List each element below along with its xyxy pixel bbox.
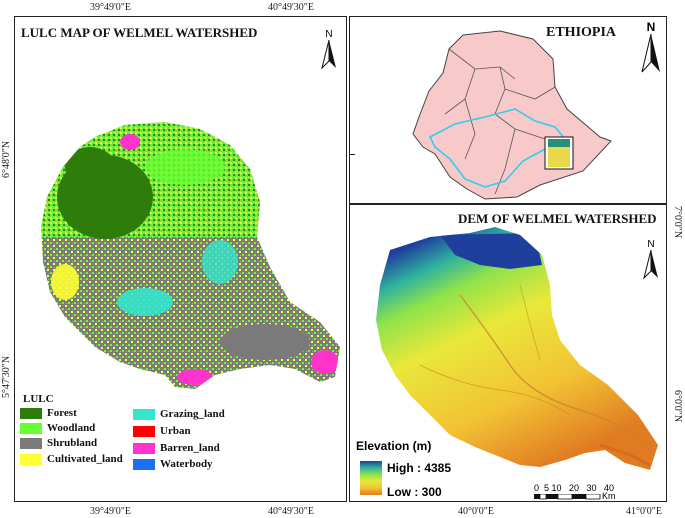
legend-label: Grazing_land: [160, 408, 225, 420]
legend-item-shrubland: Shrubland: [20, 437, 97, 449]
lulc-left-coord-2: 5°47'30"N: [1, 355, 12, 398]
legend-label: Barren_land: [160, 442, 220, 454]
scale-bar: [534, 494, 601, 500]
cultivated-land-swatch: [20, 453, 42, 465]
dem-map-image: [376, 227, 658, 470]
legend-label: Waterbody: [160, 458, 213, 470]
ethiopia-inset-panel: ETHIOPIA N: [349, 16, 667, 204]
grazing-land-swatch: [133, 408, 155, 420]
lulc-title: LULC MAP OF WELMEL WATERSHED: [21, 25, 258, 40]
forest-swatch: [20, 407, 42, 419]
elevation-color-ramp: [360, 461, 382, 495]
elevation-low-label: Low : 300: [387, 485, 442, 499]
lulc-bottom-coord-1: 39°49'0"E: [90, 506, 131, 517]
urban-swatch: [133, 425, 155, 437]
dem-bottom-coord-1: 40°0'0"E: [458, 506, 494, 517]
legend-item-forest: Forest: [20, 407, 77, 419]
legend-label: Cultivated_land: [47, 453, 123, 465]
dem-north-label: N: [647, 239, 655, 250]
ethiopia-north-label: N: [646, 20, 656, 34]
lulc-map-image: [41, 122, 340, 389]
lulc-north-arrow-icon: N: [320, 29, 338, 71]
elevation-high-label: High : 4385: [387, 461, 452, 475]
scale-unit: Km: [602, 491, 616, 501]
elevation-legend-title: Elevation (m): [356, 439, 432, 453]
legend-item-urban: Urban: [133, 425, 191, 437]
dem-north-arrow-icon: N: [642, 239, 660, 283]
legend-item-woodland: Woodland: [20, 422, 95, 434]
legend-label: Forest: [47, 407, 77, 419]
legend-item-barren-land: Barren_land: [133, 442, 220, 454]
lulc-left-coord-1: 6°48'0"N: [1, 140, 12, 178]
lulc-top-coord-1: 39°49'0"E: [90, 2, 131, 13]
dem-right-coord-1: 7°0'0"N: [672, 206, 683, 239]
lulc-legend-title: LULC: [23, 393, 54, 405]
dem-right-coord-2: 6°0'0"N: [672, 390, 683, 423]
lulc-top-coord-2: 40°49'30"E: [268, 2, 314, 13]
lulc-north-label: N: [325, 29, 333, 40]
legend-label: Urban: [160, 425, 191, 437]
woodland-swatch: [20, 422, 42, 434]
lulc-map-panel: LULC MAP OF WELMEL WATERSHED N: [14, 16, 347, 502]
legend-label: Shrubland: [47, 437, 98, 449]
ethiopia-title: ETHIOPIA: [546, 25, 617, 40]
ethiopia-north-arrow-icon: N: [640, 20, 662, 76]
barren-land-swatch: [133, 442, 155, 454]
ethiopia-map-image: [412, 30, 612, 200]
lulc-bottom-coord-2: 40°49'30"E: [268, 506, 314, 517]
dem-bottom-coord-2: 41°0'0"E: [626, 506, 662, 517]
dem-title: DEM OF WELMEL WATERSHED: [458, 211, 657, 226]
ethiopia-tick: [350, 154, 355, 155]
waterbody-swatch: [133, 458, 155, 470]
scale-bar-numbers: 0 5 10 20 30 40: [534, 483, 615, 493]
legend-item-cultivated-land: Cultivated_land: [20, 453, 123, 465]
shrubland-swatch: [20, 437, 42, 449]
legend-item-grazing-land: Grazing_land: [133, 408, 225, 420]
dem-panel: DEM OF WELMEL WATERSHED N: [349, 204, 667, 502]
legend-label: Woodland: [47, 422, 96, 434]
legend-item-waterbody: Waterbody: [133, 458, 213, 470]
